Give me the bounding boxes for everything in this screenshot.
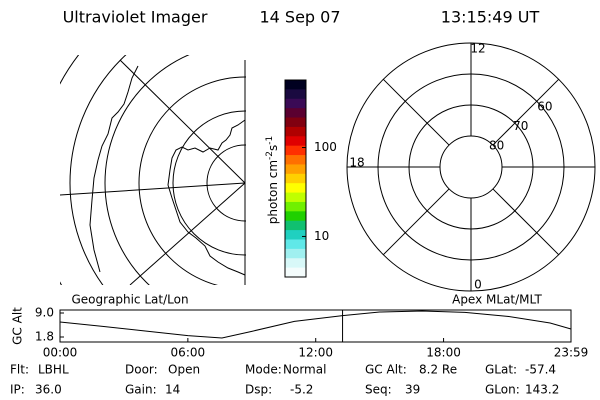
info-label: GC Alt: <box>365 363 407 377</box>
colorbar-cell <box>285 267 306 278</box>
info-value: Open <box>168 363 200 377</box>
info-label: Gain: <box>125 383 157 397</box>
lon-line <box>60 182 246 196</box>
colorbar-cell <box>285 108 306 119</box>
lat-label: 70 <box>513 119 528 133</box>
info-value: LBHL <box>38 363 69 377</box>
y-tick-label: 1.8 <box>35 330 54 344</box>
colorbar-cell <box>285 155 306 165</box>
colorbar-cell <box>285 248 306 259</box>
colorbar-cell <box>285 230 306 240</box>
info-label: Seq: <box>365 383 392 397</box>
colorbar-cell <box>285 80 306 90</box>
coastline <box>89 159 101 273</box>
label-sup: -1 <box>265 136 275 145</box>
colorbar-cell <box>285 220 306 231</box>
colorbar-cell <box>285 136 306 147</box>
x-tick-label: 06:00 <box>171 346 206 360</box>
colorbar-cell <box>285 173 306 184</box>
info-label: GLat: <box>485 363 517 377</box>
info-value: -5.2 <box>290 383 313 397</box>
colorbar-tick-label: 100 <box>314 140 337 154</box>
polar-label: Apex MLat/MLT <box>452 293 542 307</box>
y-axis-label: GC Alt <box>11 307 25 345</box>
info-value: 14 <box>165 383 180 397</box>
mlt-label: 0 <box>474 278 482 292</box>
colorbar-cell <box>285 192 306 203</box>
colorbar-cell <box>285 164 306 175</box>
spoke <box>382 188 450 256</box>
label-part: s <box>266 145 280 151</box>
coastline <box>97 65 139 161</box>
info-value: 143.2 <box>525 383 559 397</box>
lon-line <box>129 182 246 285</box>
orbit-line <box>59 310 572 339</box>
lat-arc <box>69 55 127 285</box>
info-value: Normal <box>283 363 326 377</box>
spoke <box>492 78 560 146</box>
info-label: Mode: <box>245 363 282 377</box>
info-label: Flt: <box>10 363 29 377</box>
mlt-label: 12 <box>470 42 485 56</box>
info-value: -57.4 <box>525 363 556 377</box>
colorbar-cell <box>285 145 306 156</box>
colorbar-cell <box>285 126 306 137</box>
colorbar-tick-label: 10 <box>314 229 329 243</box>
colorbar-label: photon cm-2s-1 <box>265 136 280 225</box>
info-label: Door: <box>125 363 158 377</box>
colorbar-cell <box>285 183 306 194</box>
colorbar-cell <box>285 89 306 100</box>
x-tick-label: 00:00 <box>43 346 78 360</box>
colorbar-cell <box>285 239 306 250</box>
info-value: 8.2 Re <box>419 363 457 377</box>
lat-arc <box>104 55 190 285</box>
info-label: GLon: <box>485 383 520 397</box>
coastline <box>167 119 246 276</box>
geo-map <box>60 55 246 285</box>
mlt-label: 18 <box>349 156 364 170</box>
colorbar-cell <box>285 98 306 109</box>
colorbar-cell <box>285 201 306 212</box>
colorbar-cell <box>285 117 306 128</box>
geo-label: Geographic Lat/Lon <box>71 293 188 307</box>
y-tick-label: 9.0 <box>35 306 54 320</box>
info-value: 36.0 <box>35 383 62 397</box>
label-part: photon cm <box>266 160 280 224</box>
x-tick-label: 23:59 <box>554 346 589 360</box>
date: 14 Sep 07 <box>259 8 340 27</box>
info-label: IP: <box>10 383 25 397</box>
lat-label: 80 <box>489 139 504 153</box>
spoke <box>492 188 560 256</box>
colorbar-cell <box>285 211 306 222</box>
info-label: Dsp: <box>245 383 272 397</box>
spoke <box>382 78 450 146</box>
x-tick-label: 12:00 <box>298 346 333 360</box>
colorbar-cell <box>285 258 306 269</box>
time: 13:15:49 UT <box>441 8 540 27</box>
title: Ultraviolet Imager <box>63 8 208 27</box>
lat-label: 60 <box>537 100 552 114</box>
info-value: 39 <box>405 383 420 397</box>
colorbar-frame <box>284 79 307 278</box>
x-tick-label: 18:00 <box>426 346 461 360</box>
lon-line <box>119 59 246 184</box>
label-sup: -2 <box>265 151 275 160</box>
